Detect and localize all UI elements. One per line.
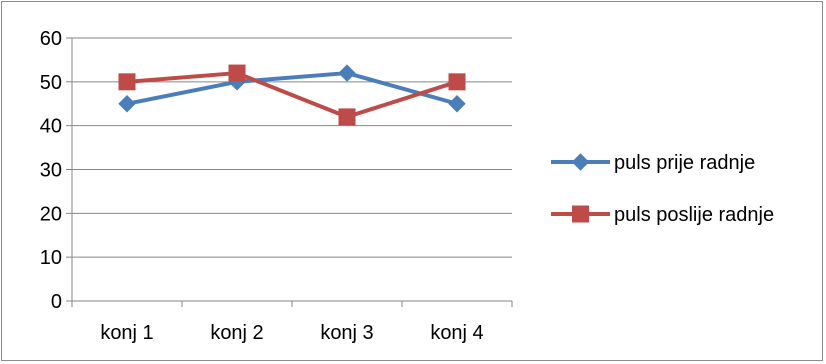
y-tick-label: 20 xyxy=(40,203,62,225)
legend-marker xyxy=(572,205,589,223)
y-tick-labels: 0 10 20 30 40 50 60 xyxy=(40,28,62,313)
legend-entry-2: puls poslije radnje xyxy=(551,204,774,226)
data-point-1-4 xyxy=(448,95,466,113)
x-tick-label: konj 4 xyxy=(430,322,483,344)
series-group xyxy=(118,64,466,126)
y-tick-label: 50 xyxy=(40,72,62,94)
series-2 xyxy=(118,64,466,126)
legend-entry-1: puls prije radnje xyxy=(551,152,755,174)
legend-label: puls poslije radnje xyxy=(614,204,774,226)
data-point-1-1 xyxy=(118,95,136,113)
x-tick-label: konj 2 xyxy=(210,322,263,344)
legend: puls prije radnje puls poslije radnje xyxy=(551,152,774,226)
y-tick-label: 40 xyxy=(40,116,62,138)
series-line xyxy=(126,71,458,119)
axes xyxy=(66,37,513,307)
series-line xyxy=(126,71,458,106)
y-tick-label: 30 xyxy=(40,160,62,182)
x-tick-labels: konj 1 konj 2 konj 3 konj 4 xyxy=(100,322,483,344)
y-tick-label: 60 xyxy=(40,28,62,50)
x-tick-label: konj 3 xyxy=(320,322,373,344)
series-1 xyxy=(118,64,466,113)
x-tick-label: konj 1 xyxy=(100,322,153,344)
data-point-2-1 xyxy=(118,73,136,91)
data-point-2-2 xyxy=(228,64,246,82)
y-tick-label: 10 xyxy=(40,247,62,269)
data-point-2-4 xyxy=(448,73,466,91)
y-tick-label: 0 xyxy=(51,291,62,313)
legend-marker xyxy=(571,153,590,171)
data-point-2-3 xyxy=(338,108,356,126)
data-point-1-3 xyxy=(338,64,356,82)
legend-label: puls prije radnje xyxy=(614,152,755,174)
gridlines xyxy=(72,37,512,258)
